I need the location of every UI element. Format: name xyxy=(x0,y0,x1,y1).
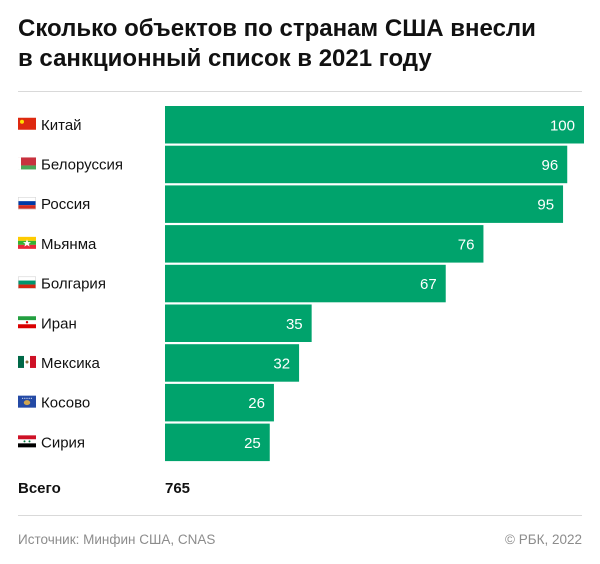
category-label: Болгария xyxy=(41,276,106,293)
category-label: Сирия xyxy=(41,434,85,451)
bar xyxy=(165,185,564,223)
bar xyxy=(165,264,446,303)
value-label: 76 xyxy=(458,236,475,253)
russia-flag-icon xyxy=(18,197,36,210)
bar xyxy=(165,304,312,342)
category-label: Иран xyxy=(41,315,77,332)
source-note: Источник: Минфин США, CNAS xyxy=(18,532,216,547)
kosovo-flag-icon xyxy=(18,395,36,408)
category-label: Мьянма xyxy=(41,236,97,253)
value-label: 67 xyxy=(420,276,437,293)
belarus-flag-icon xyxy=(18,157,36,170)
category-label: Мексика xyxy=(41,355,101,372)
value-label: 32 xyxy=(273,355,290,372)
bar xyxy=(165,383,274,422)
value-label: 96 xyxy=(542,157,559,174)
bulgaria-flag-icon xyxy=(18,276,36,289)
value-label: 35 xyxy=(286,316,303,333)
bar xyxy=(165,225,484,263)
china-flag-icon xyxy=(18,117,36,130)
syria-flag-icon xyxy=(18,435,36,448)
value-label: 95 xyxy=(537,197,554,214)
bar xyxy=(165,423,270,462)
chart-title: Сколько объектов по странам США внесли в… xyxy=(18,14,588,74)
category-label: Косово xyxy=(41,395,90,412)
bar xyxy=(165,145,568,184)
chart-title-line-1: Сколько объектов по странам США внесли xyxy=(18,15,536,42)
myanmar-flag-icon xyxy=(18,236,36,249)
category-label: Россия xyxy=(41,196,90,213)
total-label: Всего xyxy=(18,480,61,497)
bar xyxy=(165,106,584,144)
iran-flag-icon xyxy=(18,316,36,329)
copyright-note: © РБК, 2022 xyxy=(505,532,582,547)
bar xyxy=(165,344,300,382)
top-divider xyxy=(18,91,582,92)
value-label: 100 xyxy=(550,117,575,134)
chart-title-line-2: в санкционный список в 2021 году xyxy=(18,45,432,72)
bar-chart: Китай 100 Белоруссия 96 Россия 95 Мьянма 76 Болг… xyxy=(18,106,584,462)
mexico-flag-icon xyxy=(18,355,36,368)
total-value: 765 xyxy=(165,480,191,497)
value-label: 25 xyxy=(244,435,261,452)
category-label: Китай xyxy=(41,117,82,134)
category-label: Белоруссия xyxy=(41,156,123,173)
bottom-divider xyxy=(18,515,582,516)
value-label: 26 xyxy=(248,395,265,412)
